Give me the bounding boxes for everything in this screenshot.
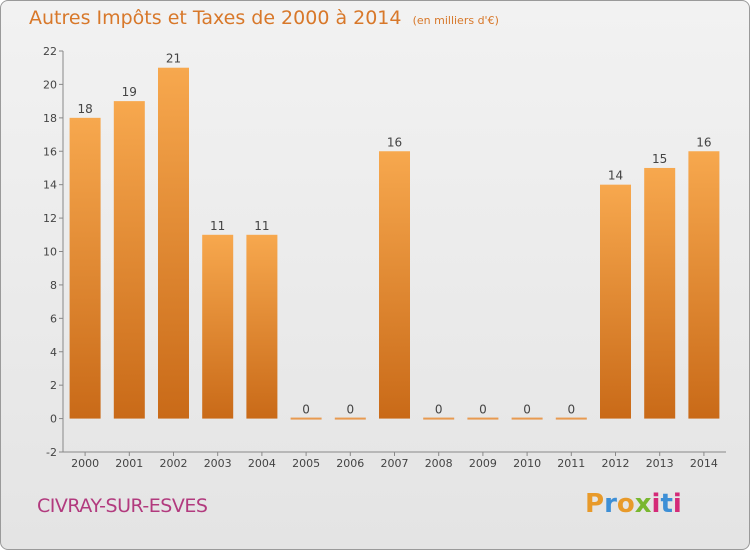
bars xyxy=(69,67,720,420)
x-tick-label: 2014 xyxy=(690,457,718,470)
data-label: 11 xyxy=(254,219,269,233)
x-tick-label: 2007 xyxy=(381,457,409,470)
x-tick-label: 2003 xyxy=(204,457,232,470)
x-tick-label: 2012 xyxy=(602,457,630,470)
bar xyxy=(246,234,278,419)
bar xyxy=(158,67,189,419)
data-label: 0 xyxy=(567,403,575,417)
data-label: 21 xyxy=(166,52,181,66)
x-tick-label: 2009 xyxy=(469,457,497,470)
y-tick-label: -2 xyxy=(46,446,57,459)
data-label: 0 xyxy=(523,403,531,417)
y-tick-label: 20 xyxy=(43,78,57,91)
data-label: 0 xyxy=(479,403,487,417)
data-label: 16 xyxy=(696,135,711,149)
y-tick-label: 12 xyxy=(43,212,57,225)
x-tick-label: 2000 xyxy=(71,457,99,470)
bar xyxy=(379,151,410,419)
bar xyxy=(423,417,455,420)
data-label: 0 xyxy=(302,403,310,417)
x-tick-label: 2010 xyxy=(513,457,541,470)
bar xyxy=(644,167,676,419)
bar xyxy=(600,184,631,419)
x-tick-label: 2008 xyxy=(425,457,453,470)
x-tick-label: 2002 xyxy=(160,457,188,470)
y-tick-label: 2 xyxy=(50,379,57,392)
y-tick-label: 6 xyxy=(50,312,57,325)
data-label: 14 xyxy=(608,169,623,183)
y-tick-label: 14 xyxy=(43,179,57,192)
data-label: 16 xyxy=(387,135,402,149)
logo-letter: t xyxy=(660,489,673,519)
x-tick-label: 2001 xyxy=(115,457,143,470)
logo-letter: o xyxy=(616,489,635,519)
logo-letter: P xyxy=(585,489,605,519)
data-label: 18 xyxy=(77,102,92,116)
y-tick-label: 22 xyxy=(43,45,57,58)
data-label: 15 xyxy=(652,152,667,166)
y-tick-label: 4 xyxy=(50,346,57,359)
bar xyxy=(202,234,234,419)
y-tick-label: 18 xyxy=(43,112,57,125)
chart-subtitle: (en milliers d'€) xyxy=(412,14,499,27)
bar xyxy=(688,151,720,419)
bar xyxy=(555,417,587,420)
place-name: CIVRAY-SUR-ESVES xyxy=(37,495,208,517)
bar xyxy=(511,417,543,420)
bar xyxy=(290,417,322,420)
logo-letter: i xyxy=(672,489,682,519)
axes: -2 0 2 4 6 8 10 12 14 16 18 20 22 2000 2001 2002 2003 200… xyxy=(43,45,726,470)
bar xyxy=(113,101,145,419)
y-tick-label: 10 xyxy=(43,246,57,259)
proxiti-logo: Proxiti xyxy=(585,489,682,519)
bar xyxy=(467,417,499,420)
x-tick-label: 2011 xyxy=(557,457,585,470)
chart-title-main: Autres Impôts et Taxes de 2000 à 2014 xyxy=(29,7,402,29)
logo-letter: i xyxy=(651,489,661,519)
data-label: 0 xyxy=(435,403,443,417)
data-label: 11 xyxy=(210,219,225,233)
x-tick-label: 2006 xyxy=(336,457,364,470)
bar xyxy=(334,417,366,420)
y-tick-label: 0 xyxy=(50,413,57,426)
logo-letter: r xyxy=(604,489,617,519)
x-tick-label: 2005 xyxy=(292,457,320,470)
data-label: 0 xyxy=(346,403,354,417)
logo-letter: x xyxy=(634,489,652,519)
x-tick-label: 2004 xyxy=(248,457,276,470)
bar xyxy=(69,117,101,419)
data-labels: 18 19 21 11 11 0 0 16 0 0 0 0 14 15 16 xyxy=(77,52,711,417)
data-label: 19 xyxy=(122,85,137,99)
y-tick-label: 8 xyxy=(50,279,57,292)
x-tick-label: 2013 xyxy=(646,457,674,470)
y-tick-label: 16 xyxy=(43,145,57,158)
chart-title: Autres Impôts et Taxes de 2000 à 2014 (e… xyxy=(29,7,499,29)
